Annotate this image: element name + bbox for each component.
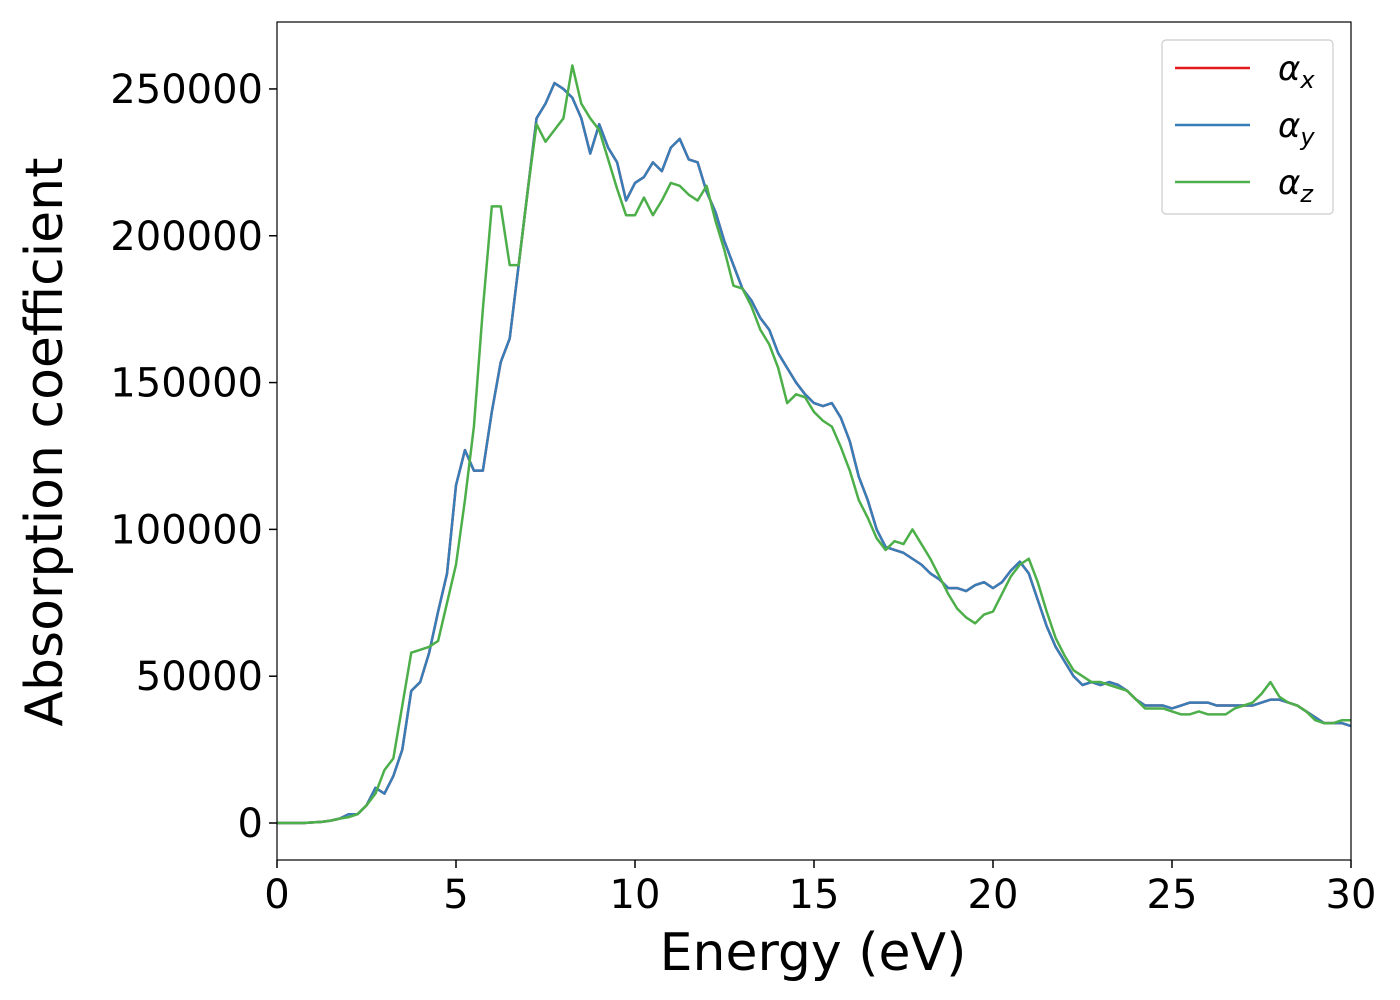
x-tick-label: 5 <box>443 872 468 918</box>
series-line <box>277 81 1352 825</box>
y-axis-label: Absorption coefficient <box>15 157 75 726</box>
y-tick-label: 100000 <box>110 507 263 553</box>
x-tick-label: 15 <box>789 872 840 918</box>
y-tick-label: 0 <box>238 801 263 847</box>
y-tick-label: 150000 <box>110 361 263 407</box>
x-tick-label: 10 <box>610 872 661 918</box>
x-tick-label: 0 <box>264 872 289 918</box>
plot-frame <box>276 21 1352 861</box>
legend-box <box>1161 39 1334 215</box>
legend-label: αx <box>1278 49 1315 94</box>
y-tick-label: 50000 <box>136 654 263 700</box>
x-tick-label: 30 <box>1326 872 1377 918</box>
legend-label: αy <box>1278 106 1315 151</box>
y-tick-label: 250000 <box>110 67 263 113</box>
legend: αx αy αz <box>1161 39 1334 215</box>
x-axis-label: Energy (eV) <box>660 923 967 983</box>
legend-label: αz <box>1278 163 1314 208</box>
x-tick-label: 25 <box>1147 872 1198 918</box>
series-line <box>277 64 1351 825</box>
x-tick-label: 20 <box>968 872 1019 918</box>
y-tick-label: 200000 <box>110 214 263 260</box>
